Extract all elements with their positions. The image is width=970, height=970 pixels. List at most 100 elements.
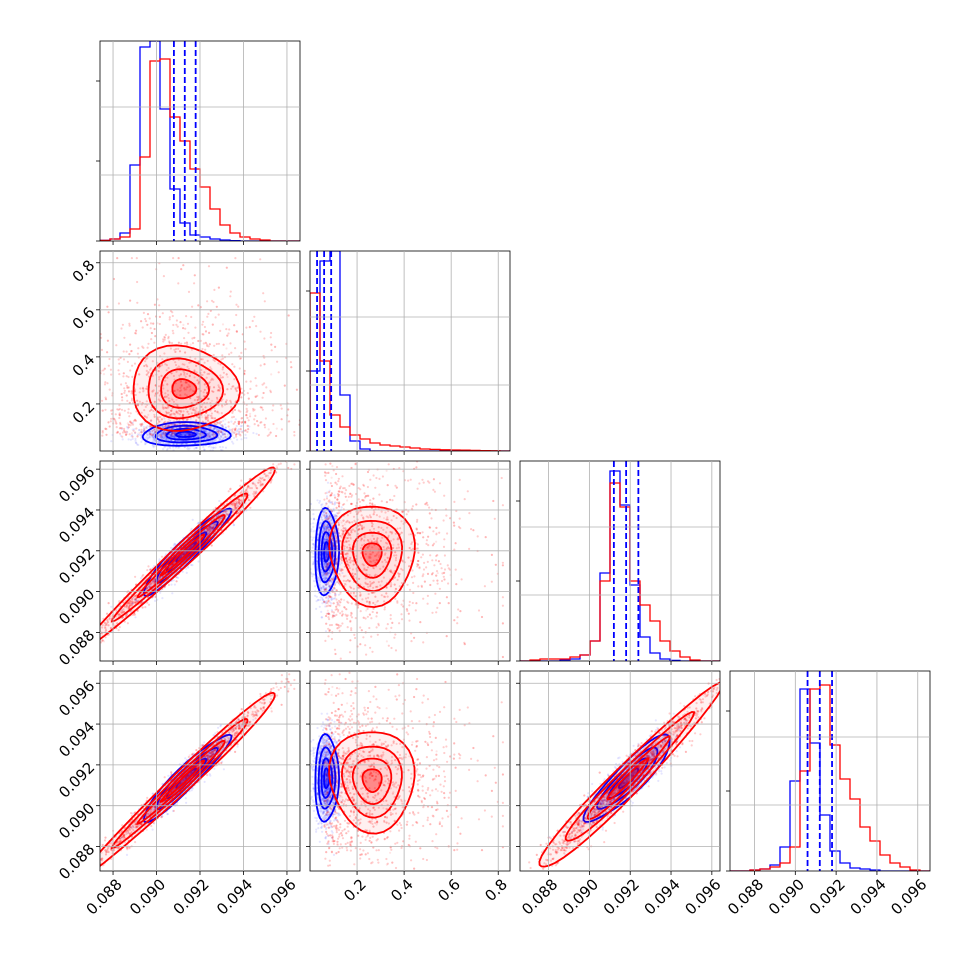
scatter-point [206,433,209,436]
scatter-point [246,392,249,395]
scatter-point [142,425,145,429]
scatter-point [158,432,161,435]
scatter-point [171,432,175,435]
scatter-point [245,403,248,406]
scatter-point [173,431,177,434]
scatter-point [207,434,210,437]
scatter-point [163,336,166,339]
scatter-point [101,399,104,402]
scatter-point [179,394,182,397]
scatter-point [215,396,219,399]
scatter-point [163,438,166,441]
scatter-point [218,421,221,425]
scatter-point [221,354,224,357]
scatter-point [145,438,148,441]
scatter-point [212,446,215,449]
scatter-point [182,264,185,267]
scatter-point [196,431,199,434]
scatter-point [244,433,247,436]
scatter-point [166,424,169,427]
scatter-point [170,433,173,436]
scatter-point [140,431,143,434]
scatter-point [222,436,225,439]
scatter-point [255,432,258,435]
scatter-point [148,424,152,428]
scatter-point [261,396,264,399]
scatter-point [125,425,129,429]
scatter-point [182,432,185,435]
scatter-point [118,407,121,411]
scatter-point [153,431,156,434]
scatter-point [235,313,238,317]
scatter-point [171,329,174,332]
scatter-point [222,432,225,435]
scatter-point [159,399,162,402]
scatter-point [201,409,204,412]
scatter-point [239,434,242,437]
scatter-point [207,435,210,439]
scatter-point [208,436,211,439]
scatter-point [234,433,238,436]
scatter-point [130,390,133,393]
scatter-point [158,315,161,318]
scatter-point [209,431,212,435]
scatter-point [127,411,130,414]
scatter-point [130,390,133,393]
scatter-point [216,411,219,414]
scatter-point [233,408,237,411]
scatter-point [128,401,131,404]
scatter-point [235,435,238,438]
scatter-point [208,431,211,434]
scatter-point [217,433,220,436]
scatter-point [107,421,110,424]
scatter-point [169,434,172,437]
scatter-point [146,425,149,428]
scatter-point [163,335,166,339]
scatter-point [221,431,224,434]
scatter-point [204,341,207,344]
scatter-point [156,435,159,438]
scatter-point [165,437,168,440]
scatter-point [129,343,132,346]
scatter-point [170,433,174,436]
scatter-point [125,384,129,387]
scatter-point [142,387,145,390]
scatter-point [129,438,132,441]
scatter-point [153,303,156,306]
scatter-point [127,390,131,393]
scatter-point [254,395,257,398]
scatter-point [247,428,250,431]
scatter-point [239,357,243,360]
scatter-point [115,426,118,429]
scatter-point [193,447,196,450]
scatter-point [119,423,122,426]
scatter-point [188,433,191,436]
scatter-point [209,440,212,443]
scatter-point [236,429,239,432]
scatter-point [191,337,194,340]
scatter-point [114,413,117,416]
scatter-point [158,435,161,438]
scatter-point [234,429,237,432]
scatter-point [169,435,172,438]
scatter-point [197,382,200,385]
scatter-point [241,416,244,420]
scatter-point [251,319,254,323]
scatter-point [146,313,150,316]
scatter-point [101,434,104,437]
scatter-point [179,373,183,376]
scatter-point [129,412,132,415]
scatter-point [287,420,290,423]
scatter-point [208,381,211,384]
scatter-point [119,421,122,424]
scatter-point [257,424,260,427]
scatter-point [245,414,248,417]
scatter-point [212,427,215,430]
scatter-point [152,444,155,447]
scatter-point [263,337,266,340]
scatter-point [103,383,107,386]
scatter-point [210,433,214,436]
scatter-point [163,436,166,439]
scatter-point [262,391,265,395]
scatter-point [151,435,154,438]
